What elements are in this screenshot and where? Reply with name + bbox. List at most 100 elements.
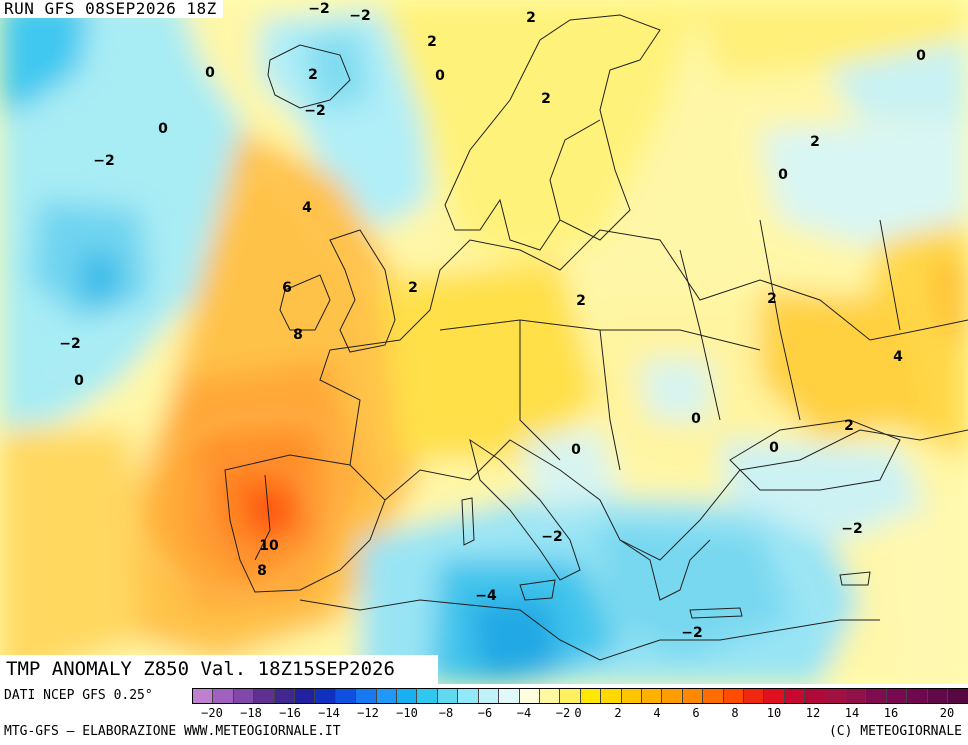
contour-label: 2 — [408, 280, 418, 296]
colorbar-swatch — [662, 689, 683, 703]
anomaly-map: −2 2 2 0 0 2 −2 2 0 −2 2 0 0 −2 4 2 2 6 2 8 −2 4 0 0 2 0 0 −2 −2 10 8 −… — [0, 0, 968, 684]
colorbar-tick-label: −4 — [516, 706, 532, 720]
colorbar-tick-label: −20 — [201, 706, 223, 720]
contour-label: −2 — [541, 529, 562, 545]
map-title: TMP ANOMALY Z850 Val. 18Z15SEP2026 — [0, 655, 438, 684]
colorbar-swatch — [846, 689, 867, 703]
colorbar-swatch — [580, 689, 602, 703]
colorbar-swatch — [948, 689, 968, 703]
colorbar-tick-label: 20 — [939, 706, 955, 720]
contour-label: 8 — [293, 327, 303, 343]
colorbar-swatch — [193, 689, 214, 703]
contour-label: 8 — [257, 563, 267, 579]
colorbar-swatch — [621, 689, 642, 703]
legend-area: DATI NCEP GFS 0.25° −20 −18 −16 −14 −12 −10 −8… — [0, 684, 968, 745]
contour-label: 6 — [282, 280, 292, 296]
colorbar-tick-label: −16 — [279, 706, 301, 720]
colorbar-swatch — [601, 689, 622, 703]
coastlines — [224, 14, 968, 661]
colorbar-swatch — [458, 689, 479, 703]
contour-label: −2 — [304, 103, 325, 119]
colorbar-tick-label: −14 — [318, 706, 340, 720]
colorbar-tick-label: 10 — [766, 706, 782, 720]
contour-label: 2 — [427, 34, 437, 50]
contour-label-group: −2 2 2 0 0 2 −2 2 0 −2 2 0 0 −2 4 2 2 6 2 8 −2 4 0 0 2 0 0 −2 −2 10 8 −… — [59, 1, 926, 641]
colorbar-swatch — [825, 689, 846, 703]
colorbar-tick-label: 12 — [805, 706, 821, 720]
colorbar-swatch — [499, 689, 520, 703]
colorbar-swatch — [539, 689, 561, 703]
colorbar-tick-label: 4 — [653, 706, 661, 720]
contour-label: 0 — [74, 373, 84, 389]
colorbar-swatch — [927, 689, 949, 703]
contour-label: 2 — [541, 91, 551, 107]
contour-label: 4 — [302, 200, 312, 216]
colorbar-swatch — [519, 689, 540, 703]
colorbar-swatch — [437, 689, 459, 703]
colorbar-swatch — [641, 689, 663, 703]
colorbar-swatch — [560, 689, 581, 703]
contour-label: −4 — [475, 588, 497, 604]
colorbar-tick-label: 16 — [883, 706, 899, 720]
contour-label: 0 — [769, 440, 779, 456]
contour-label: 0 — [691, 411, 701, 427]
colorbar-tick-label: −8 — [438, 706, 454, 720]
colorbar-swatch — [886, 689, 908, 703]
contour-label: 2 — [844, 418, 854, 434]
contour-label: 0 — [916, 48, 926, 64]
contour-label: 0 — [778, 167, 788, 183]
contour-label: 0 — [158, 121, 168, 137]
contour-label: 0 — [435, 68, 445, 84]
colorbar-swatch — [295, 689, 316, 703]
colorbar-swatch — [805, 689, 826, 703]
colorbar-swatch — [356, 689, 377, 703]
contour-label: −2 — [93, 153, 114, 169]
colorbar-swatch — [254, 689, 275, 703]
contour-label: −2 — [349, 8, 370, 24]
colorbar-swatch — [335, 689, 357, 703]
colorbar-swatch — [723, 689, 744, 703]
contour-label: −2 — [681, 625, 702, 641]
contour-label: 2 — [308, 67, 318, 83]
colorbar-swatch — [233, 689, 255, 703]
colorbar-swatch — [417, 689, 438, 703]
data-source-label: DATI NCEP GFS 0.25° — [4, 688, 153, 703]
colorbar-swatch — [907, 689, 928, 703]
contour-label: 2 — [526, 10, 536, 26]
colorbar-swatch — [784, 689, 806, 703]
colorbar-swatch — [764, 689, 785, 703]
contour-label: −2 — [59, 336, 80, 352]
colorbar-swatch — [682, 689, 704, 703]
contour-label: −2 — [841, 521, 862, 537]
colorbar-swatch — [274, 689, 296, 703]
contour-label: 2 — [767, 291, 777, 307]
colorbar-swatch — [315, 689, 336, 703]
map-canvas: −2 2 2 0 0 2 −2 2 0 −2 2 0 0 −2 4 2 2 6 2 8 −2 4 0 0 2 0 0 −2 −2 10 8 −… — [0, 0, 968, 684]
colorbar-tick-label: −18 — [240, 706, 262, 720]
credits-right: (C) METEOGIORNALE — [828, 724, 962, 739]
contour-label: 0 — [571, 442, 581, 458]
contour-lines — [39, 169, 821, 641]
colorbar-ticks: −20 −18 −16 −14 −12 −10 −8 −6 −4 −2 0 2 4 6 8 10 12 14 16 2… — [192, 706, 968, 722]
colorbar-swatch — [213, 689, 234, 703]
colorbar-tick-label: 0 — [574, 706, 582, 720]
contour-label: 0 — [205, 65, 215, 81]
colorbar-tick-label: −10 — [396, 706, 418, 720]
colorbar-tick-label: 8 — [731, 706, 739, 720]
colorbar — [192, 688, 968, 704]
contour-label: 2 — [576, 293, 586, 309]
colorbar-tick-label: −6 — [477, 706, 493, 720]
contour-label: −2 — [308, 1, 329, 17]
colorbar-tick-label: −12 — [357, 706, 379, 720]
colorbar-swatch — [866, 689, 887, 703]
colorbar-tick-label: 6 — [692, 706, 700, 720]
colorbar-swatch — [743, 689, 765, 703]
colorbar-tick-label: 14 — [844, 706, 860, 720]
colorbar-tick-label: −2 — [555, 706, 571, 720]
anomaly-field — [0, 0, 968, 684]
colorbar-swatch — [397, 689, 418, 703]
colorbar-swatch — [703, 689, 724, 703]
contour-label: 4 — [893, 349, 903, 365]
run-label: RUN GFS 08SEP2026 18Z — [0, 0, 223, 18]
contour-label: 10 — [259, 538, 279, 554]
